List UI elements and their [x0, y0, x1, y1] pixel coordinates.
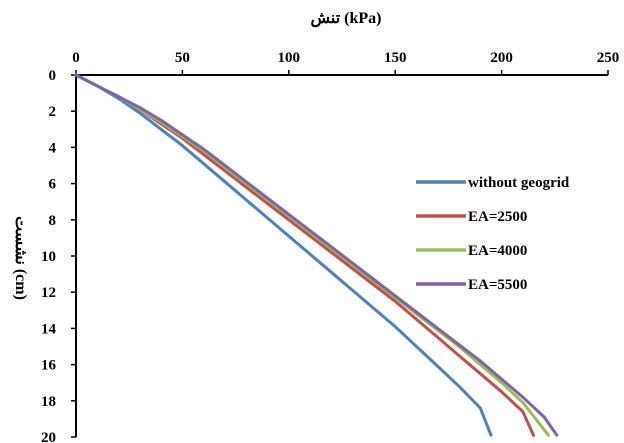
y-tick-label: 10	[41, 249, 56, 265]
x-tick-label: 200	[490, 50, 513, 66]
y-tick-label: 14	[41, 321, 57, 337]
y-tick-label: 8	[49, 213, 57, 229]
x-tick-labels: 0 50 100 150 200 250	[72, 50, 619, 66]
legend-label-4: EA=5500	[468, 277, 527, 293]
y-tick-label: 18	[41, 394, 56, 410]
legend-label-2: EA=2500	[468, 209, 527, 225]
series-lines	[74, 73, 559, 437]
series-line-4	[74, 73, 559, 437]
y-axis-title: نشست (cm)	[12, 216, 29, 300]
y-tick-marks	[71, 74, 76, 438]
y-tick-label: 16	[41, 358, 57, 374]
series-line-2	[74, 73, 535, 437]
x-tick-marks	[75, 70, 609, 75]
y-tick-label: 12	[41, 285, 56, 301]
x-tick-label: 250	[597, 50, 620, 66]
y-tick-label: 20	[41, 430, 56, 443]
x-axis-title: تنش (kPa)	[310, 10, 381, 28]
x-tick-label: 150	[384, 50, 407, 66]
x-tick-label: 100	[278, 50, 301, 66]
x-tick-label: 50	[175, 50, 190, 66]
legend: without geogrid EA=2500 EA=4000 EA=5500	[416, 175, 570, 293]
series-line-1	[74, 73, 493, 437]
legend-label-1: without geogrid	[468, 175, 570, 191]
legend-label-3: EA=4000	[468, 243, 527, 259]
y-tick-label: 4	[49, 140, 57, 156]
x-tick-label: 0	[72, 50, 80, 66]
y-tick-labels: 0 2 4 6 8 10 12 14 16 18 20	[41, 68, 57, 443]
y-tick-label: 2	[49, 104, 57, 120]
y-tick-label: 0	[49, 68, 57, 84]
y-tick-label: 6	[49, 177, 57, 193]
